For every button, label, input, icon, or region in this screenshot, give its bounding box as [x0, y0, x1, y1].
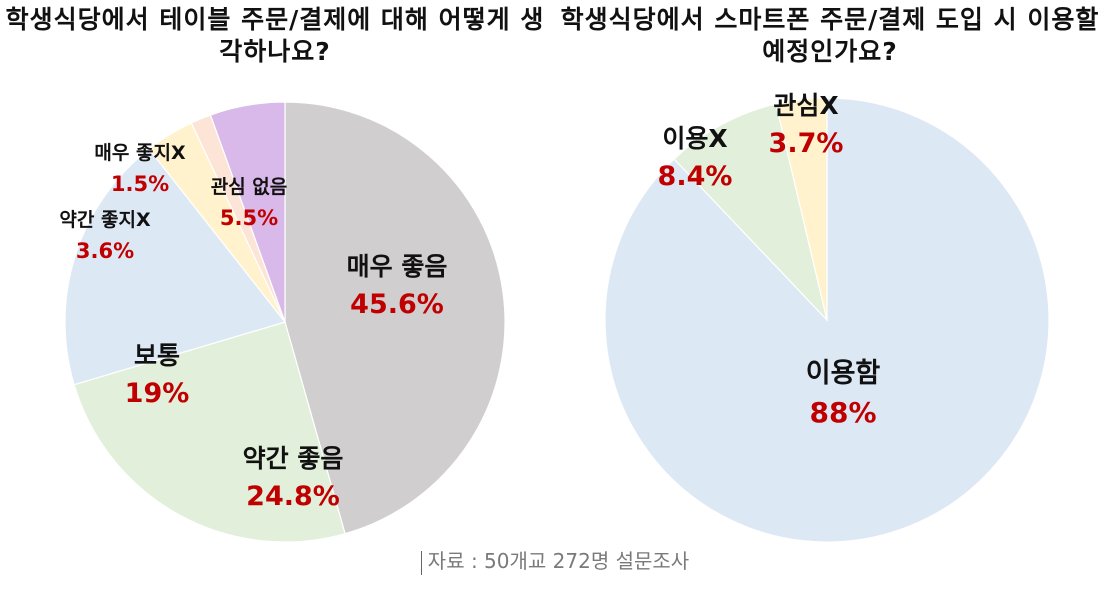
slice-label: 매우 좋음 — [347, 252, 448, 281]
slice-label: 이용함 — [806, 358, 881, 389]
chart-title-smartphone-order: 학생식당에서 스마트폰 주문/결제 도입 시 이용할 예정인가요? — [560, 5, 1100, 66]
pie-slice — [73, 321, 346, 543]
slice-percent: 88% — [809, 396, 876, 429]
pie-slice — [284, 101, 506, 535]
slice-percent: 1.5% — [111, 172, 169, 196]
slice-label: 관심X — [773, 91, 838, 120]
slice-label: 보통 — [134, 341, 180, 370]
slice-percent: 5.5% — [220, 206, 278, 230]
pie-slice — [673, 103, 829, 323]
pie-slice — [209, 101, 286, 323]
pie-slice — [64, 148, 287, 386]
slice-percent: 8.4% — [658, 161, 733, 192]
pie-slice — [775, 97, 828, 321]
chart-title-table-order: 학생식당에서 테이블 주문/결제에 대해 어떻게 생각하나요? — [5, 5, 545, 66]
source-note: 자료 : 50개교 272명 설문조사 — [0, 545, 1110, 575]
pie-chart-1: 매우 좋음 45.6% 약간 좋음 24.8% 보통 19% 약간 좋지X 3.6% 매우 좋지… — [59, 101, 506, 543]
slice-percent: 3.7% — [769, 128, 844, 159]
pie-chart-2: 이용함 88% 이용X 8.4% 관심X 3.7% — [604, 91, 1050, 543]
source-divider — [420, 550, 422, 575]
slice-label: 약간 좋음 — [243, 444, 344, 473]
source-text: 자료 : 50개교 272명 설문조사 — [427, 549, 690, 573]
slice-label: 이용X — [662, 124, 727, 153]
slice-label: 매우 좋지X — [94, 142, 186, 164]
slice-label: 약간 좋지X — [59, 209, 151, 231]
slice-percent: 24.8% — [246, 481, 340, 512]
slice-percent: 45.6% — [350, 289, 444, 320]
slice-percent: 3.6% — [76, 239, 134, 263]
slice-percent: 19% — [125, 378, 190, 409]
slice-label: 관심 없음 — [211, 176, 288, 198]
